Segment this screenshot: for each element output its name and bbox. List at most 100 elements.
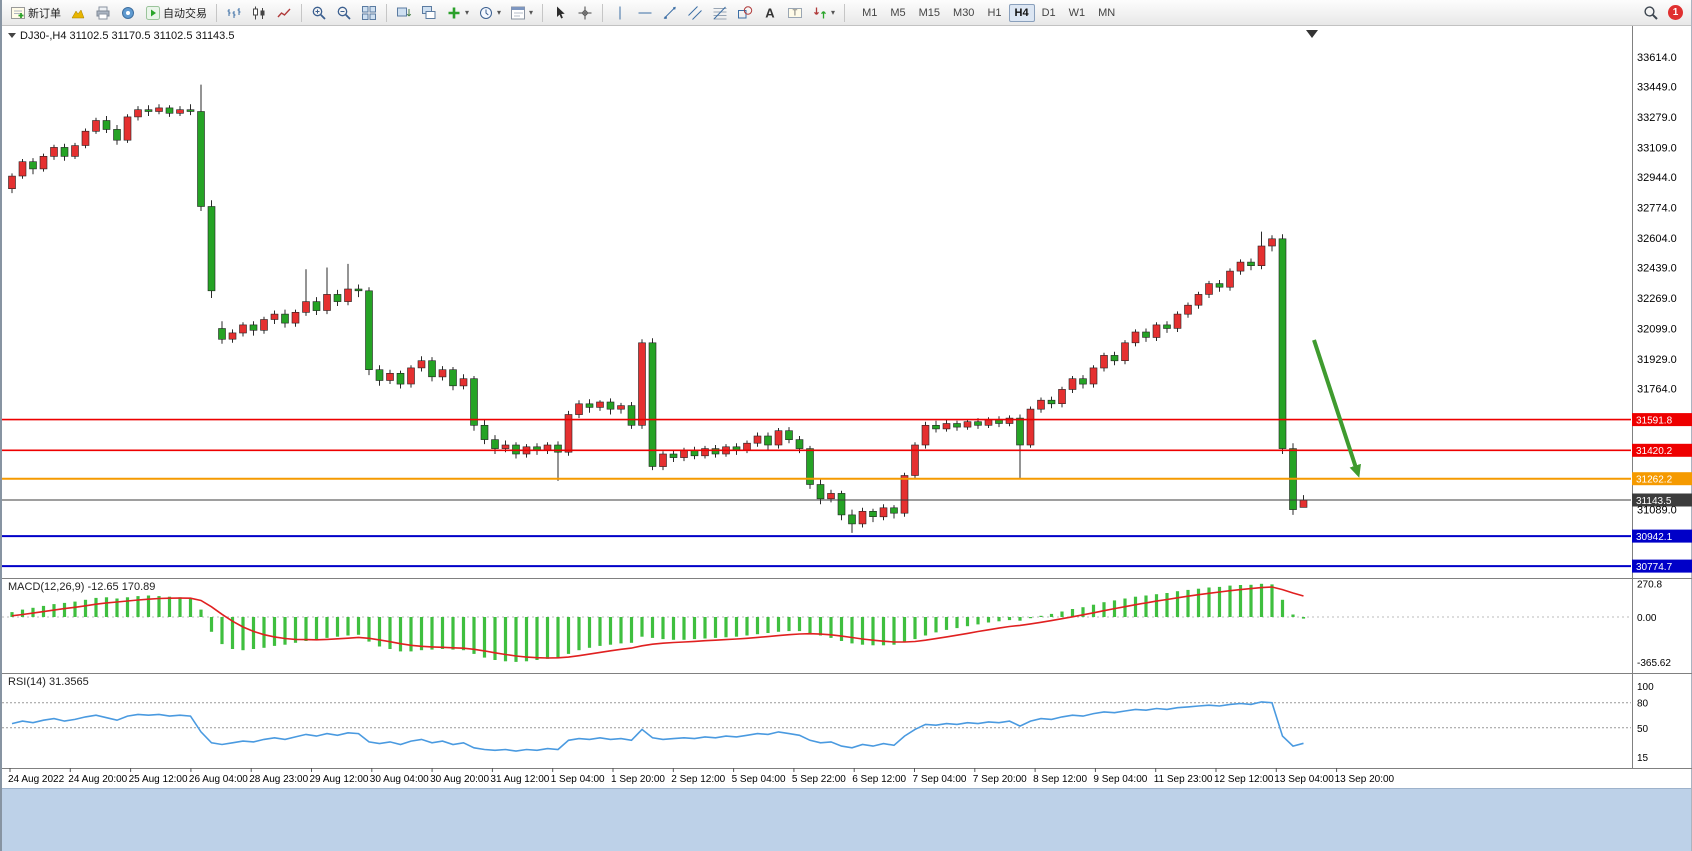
vertical-line-button[interactable] xyxy=(608,1,632,25)
arrows-icon xyxy=(812,5,828,21)
workspace-background xyxy=(2,788,1691,851)
indicators-icon xyxy=(446,5,462,21)
dropdown-caret-icon[interactable]: ▾ xyxy=(529,8,534,17)
cursor-button[interactable] xyxy=(548,1,572,25)
timeframe-h1-button[interactable]: H1 xyxy=(987,6,1002,19)
timeframe-m1-button[interactable]: M1 xyxy=(862,6,878,19)
svg-text:13 Sep 20:00: 13 Sep 20:00 xyxy=(1335,774,1395,785)
toolbar-separator xyxy=(844,3,846,22)
svg-text:8 Sep 12:00: 8 Sep 12:00 xyxy=(1033,774,1087,785)
crosshair-button[interactable] xyxy=(573,1,597,25)
text-label-button[interactable]: T xyxy=(783,1,807,25)
line-icon xyxy=(276,5,292,21)
dropdown-caret-icon[interactable]: ▾ xyxy=(465,8,470,17)
price-tag-label: 31143.5 xyxy=(1636,496,1672,507)
dropdown-caret-icon[interactable]: ▾ xyxy=(497,8,502,17)
price-axis-labels: 33614.0 33449.0 33279.0 33109.0 32944.0 32774… xyxy=(1637,52,1677,517)
zoom-in-button[interactable] xyxy=(307,1,331,25)
toolbar-separator xyxy=(542,3,544,22)
trend-icon xyxy=(662,5,678,21)
svg-text:9 Sep 04:00: 9 Sep 04:00 xyxy=(1093,774,1147,785)
line-chart-button[interactable] xyxy=(272,1,296,25)
toolbar-separator xyxy=(301,3,302,22)
price-tag-label: 31591.8 xyxy=(1636,415,1673,426)
svg-text:33614.0: 33614.0 xyxy=(1637,52,1677,64)
chart-shift-marker[interactable] xyxy=(1306,30,1318,38)
indicators-button[interactable]: ▾ xyxy=(442,1,473,25)
autotrading-button-label: 自动交易 xyxy=(163,7,207,20)
shapes-icon xyxy=(737,5,753,21)
templates-button[interactable]: ▾ xyxy=(506,1,537,25)
svg-text:7 Sep 04:00: 7 Sep 04:00 xyxy=(913,774,967,785)
time-axis[interactable]: 24 Aug 2022 24 Aug 20:00 25 Aug 12:00 26 Au… xyxy=(8,768,1395,785)
text-icon: A xyxy=(762,5,778,21)
level-lines-layer: 31591.8 31420.2 31262.2 31143.5 30942.1 30774… xyxy=(2,413,1692,573)
market-watch-button[interactable] xyxy=(66,1,90,25)
print-button[interactable] xyxy=(91,1,115,25)
symbol-dropdown-icon[interactable] xyxy=(8,33,16,38)
timeframe-group: M1 M5 M15 M30 H1 H4 D1 W1 MN xyxy=(856,3,1121,22)
timeframe-w1-button[interactable]: W1 xyxy=(1068,6,1086,19)
tile-windows-button[interactable] xyxy=(357,1,381,25)
timeframe-m5-button[interactable]: M5 xyxy=(890,6,906,19)
printer-icon xyxy=(95,5,111,21)
label-icon: T xyxy=(787,5,803,21)
dropdown-caret-icon[interactable]: ▾ xyxy=(831,8,836,17)
horizontal-line-button[interactable] xyxy=(633,1,657,25)
svg-text:32269.0: 32269.0 xyxy=(1637,293,1677,305)
template-icon xyxy=(510,5,526,21)
timeframe-m15-button[interactable]: M15 xyxy=(918,6,941,19)
svg-text:0.00: 0.00 xyxy=(1637,613,1657,624)
channel-button[interactable] xyxy=(683,1,707,25)
timeframe-m30-button[interactable]: M30 xyxy=(953,6,975,19)
community-button[interactable] xyxy=(116,1,140,25)
bars-icon xyxy=(226,5,242,21)
autotrading-button[interactable]: 自动交易 xyxy=(141,1,211,25)
svg-text:32099.0: 32099.0 xyxy=(1637,324,1677,336)
notification-badge[interactable]: 1 xyxy=(1668,5,1683,20)
text-button[interactable]: A xyxy=(758,1,782,25)
search-button[interactable] xyxy=(1639,1,1663,25)
svg-text:33109.0: 33109.0 xyxy=(1637,143,1677,155)
trendline-button[interactable] xyxy=(658,1,682,25)
new-order-button[interactable]: 新订单 xyxy=(6,1,65,25)
hline-icon xyxy=(637,5,653,21)
price-chart[interactable]: 31591.8 31420.2 31262.2 31143.5 30942.1 30774… xyxy=(2,26,1692,788)
toolbar: 新订单 自动交易 ▾ ▾ ▾ A T ▾ M1 M5 M15 M30 H1 H4 D1 W1 MN 1 xyxy=(2,0,1691,26)
price-tag xyxy=(1632,529,1692,543)
svg-text:270.8: 270.8 xyxy=(1637,580,1662,591)
svg-text:15: 15 xyxy=(1637,753,1649,764)
fibonacci-button[interactable] xyxy=(708,1,732,25)
timeframe-h4-button[interactable]: H4 xyxy=(1008,3,1035,22)
arrows-button[interactable]: ▾ xyxy=(808,1,839,25)
price-tag xyxy=(1632,472,1692,486)
periods-button[interactable]: ▾ xyxy=(474,1,505,25)
fibo-icon xyxy=(712,5,728,21)
zoomin-icon xyxy=(311,5,327,21)
zoom-out-button[interactable] xyxy=(332,1,356,25)
timeframe-d1-button[interactable]: D1 xyxy=(1041,6,1056,19)
svg-text:80: 80 xyxy=(1637,699,1649,710)
svg-text:33279.0: 33279.0 xyxy=(1637,112,1677,124)
candles-layer xyxy=(8,84,1308,533)
shapes-button[interactable] xyxy=(733,1,757,25)
price-tag xyxy=(1632,559,1692,573)
cascade-windows-button[interactable] xyxy=(417,1,441,25)
price-tag-label: 30774.7 xyxy=(1636,562,1673,573)
price-tag xyxy=(1632,443,1692,457)
bar-chart-button[interactable] xyxy=(222,1,246,25)
arrange-icon xyxy=(396,5,412,21)
svg-text:12 Sep 12:00: 12 Sep 12:00 xyxy=(1214,774,1274,785)
toolbar-separator xyxy=(386,3,387,22)
zoomout-icon xyxy=(336,5,352,21)
svg-text:25 Aug 12:00: 25 Aug 12:00 xyxy=(129,774,188,785)
svg-text:32439.0: 32439.0 xyxy=(1637,263,1677,275)
timeframe-mn-button[interactable]: MN xyxy=(1098,6,1116,19)
toolbar-separator xyxy=(216,3,217,22)
svg-text:26 Aug 04:00: 26 Aug 04:00 xyxy=(189,774,248,785)
yellow-icon xyxy=(70,5,86,21)
chart-window: 31591.8 31420.2 31262.2 31143.5 30942.1 30774… xyxy=(2,26,1692,788)
arrange-windows-button[interactable] xyxy=(392,1,416,25)
candlestick-chart-button[interactable] xyxy=(247,1,271,25)
trend-arrow-annotation[interactable] xyxy=(1312,339,1361,478)
